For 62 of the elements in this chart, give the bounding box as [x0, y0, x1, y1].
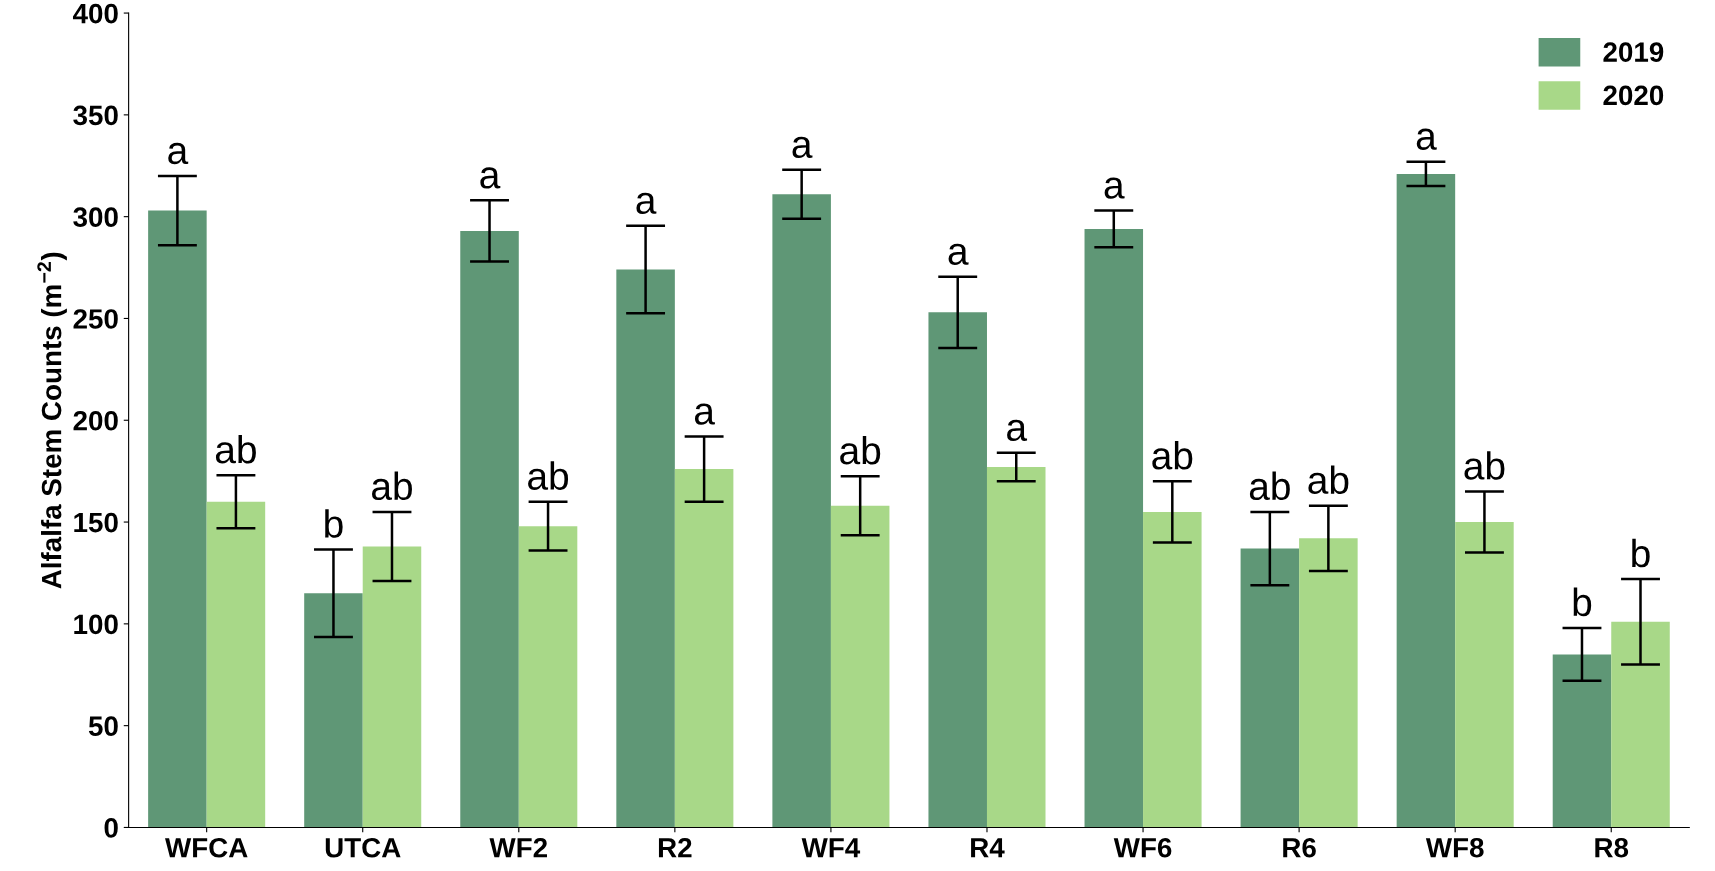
data-label: ab: [1249, 471, 1290, 501]
data-label: a: [480, 167, 501, 189]
x-tick-label: R2: [658, 837, 692, 858]
data-label: a: [948, 243, 969, 265]
y-tick-label: 50: [88, 716, 118, 736]
data-label: ab: [840, 435, 881, 465]
data-label: a: [636, 192, 657, 215]
data-label: b: [1632, 538, 1650, 568]
data-label: a: [694, 403, 715, 425]
bar: [304, 593, 363, 828]
bar: [1240, 548, 1300, 828]
y-tick-label: 350: [73, 105, 118, 126]
data-label: a: [792, 136, 813, 159]
bar: [1396, 173, 1456, 828]
x-tick-label: WF4: [801, 838, 861, 858]
y-tick-label: 150: [74, 512, 118, 533]
data-label: ab: [1464, 451, 1505, 480]
data-label: ab: [1152, 441, 1193, 470]
bar: [1084, 228, 1144, 828]
y-tick-label: 100: [74, 614, 118, 635]
y-axis-title: Alfalfa Stem Counts (m$^{−2}$): [37, 252, 67, 589]
bar: [928, 312, 987, 828]
bar: [518, 526, 578, 828]
bar: [986, 467, 1046, 828]
y-tick-label: 300: [73, 207, 118, 228]
bar: [362, 546, 422, 828]
x-tick-label: WF2: [489, 837, 547, 858]
bar: [772, 194, 831, 828]
data-label: ab: [372, 471, 412, 501]
bar: [830, 505, 890, 828]
data-label: b: [1573, 587, 1592, 617]
bar: [1143, 511, 1202, 828]
data-label: a: [1416, 128, 1437, 150]
bar: [1552, 654, 1612, 828]
x-tick-label: UTCA: [325, 837, 401, 858]
legend-label: 2020: [1603, 85, 1664, 106]
data-label: a: [1104, 177, 1125, 199]
bar: [148, 210, 207, 828]
bar: [1611, 621, 1670, 828]
x-tick-label: WF8: [1425, 837, 1484, 858]
legend-label: 2019: [1603, 42, 1664, 62]
y-tick-label: 250: [73, 309, 118, 329]
data-label: ab: [1308, 465, 1349, 495]
y-tick-label: 0: [104, 818, 118, 838]
x-tick-label: R4: [971, 838, 1005, 858]
x-tick-label: R8: [1595, 837, 1629, 858]
bar: [206, 501, 266, 828]
bar: [1455, 522, 1514, 828]
data-label: a: [1007, 419, 1028, 442]
bar: [616, 269, 675, 828]
data-label: ab: [215, 434, 256, 464]
data-label: ab: [528, 461, 569, 490]
bar: [674, 469, 734, 828]
x-tick-label: WFCA: [165, 837, 248, 858]
y-tick-label: 400: [72, 3, 118, 24]
x-tick-label: R6: [1283, 837, 1316, 858]
bar: [460, 230, 519, 828]
x-tick-label: WF6: [1113, 837, 1172, 858]
data-label: a: [168, 142, 189, 165]
y-tick-label: 200: [73, 410, 118, 431]
data-label: b: [325, 509, 343, 538]
bar: [1299, 538, 1358, 828]
